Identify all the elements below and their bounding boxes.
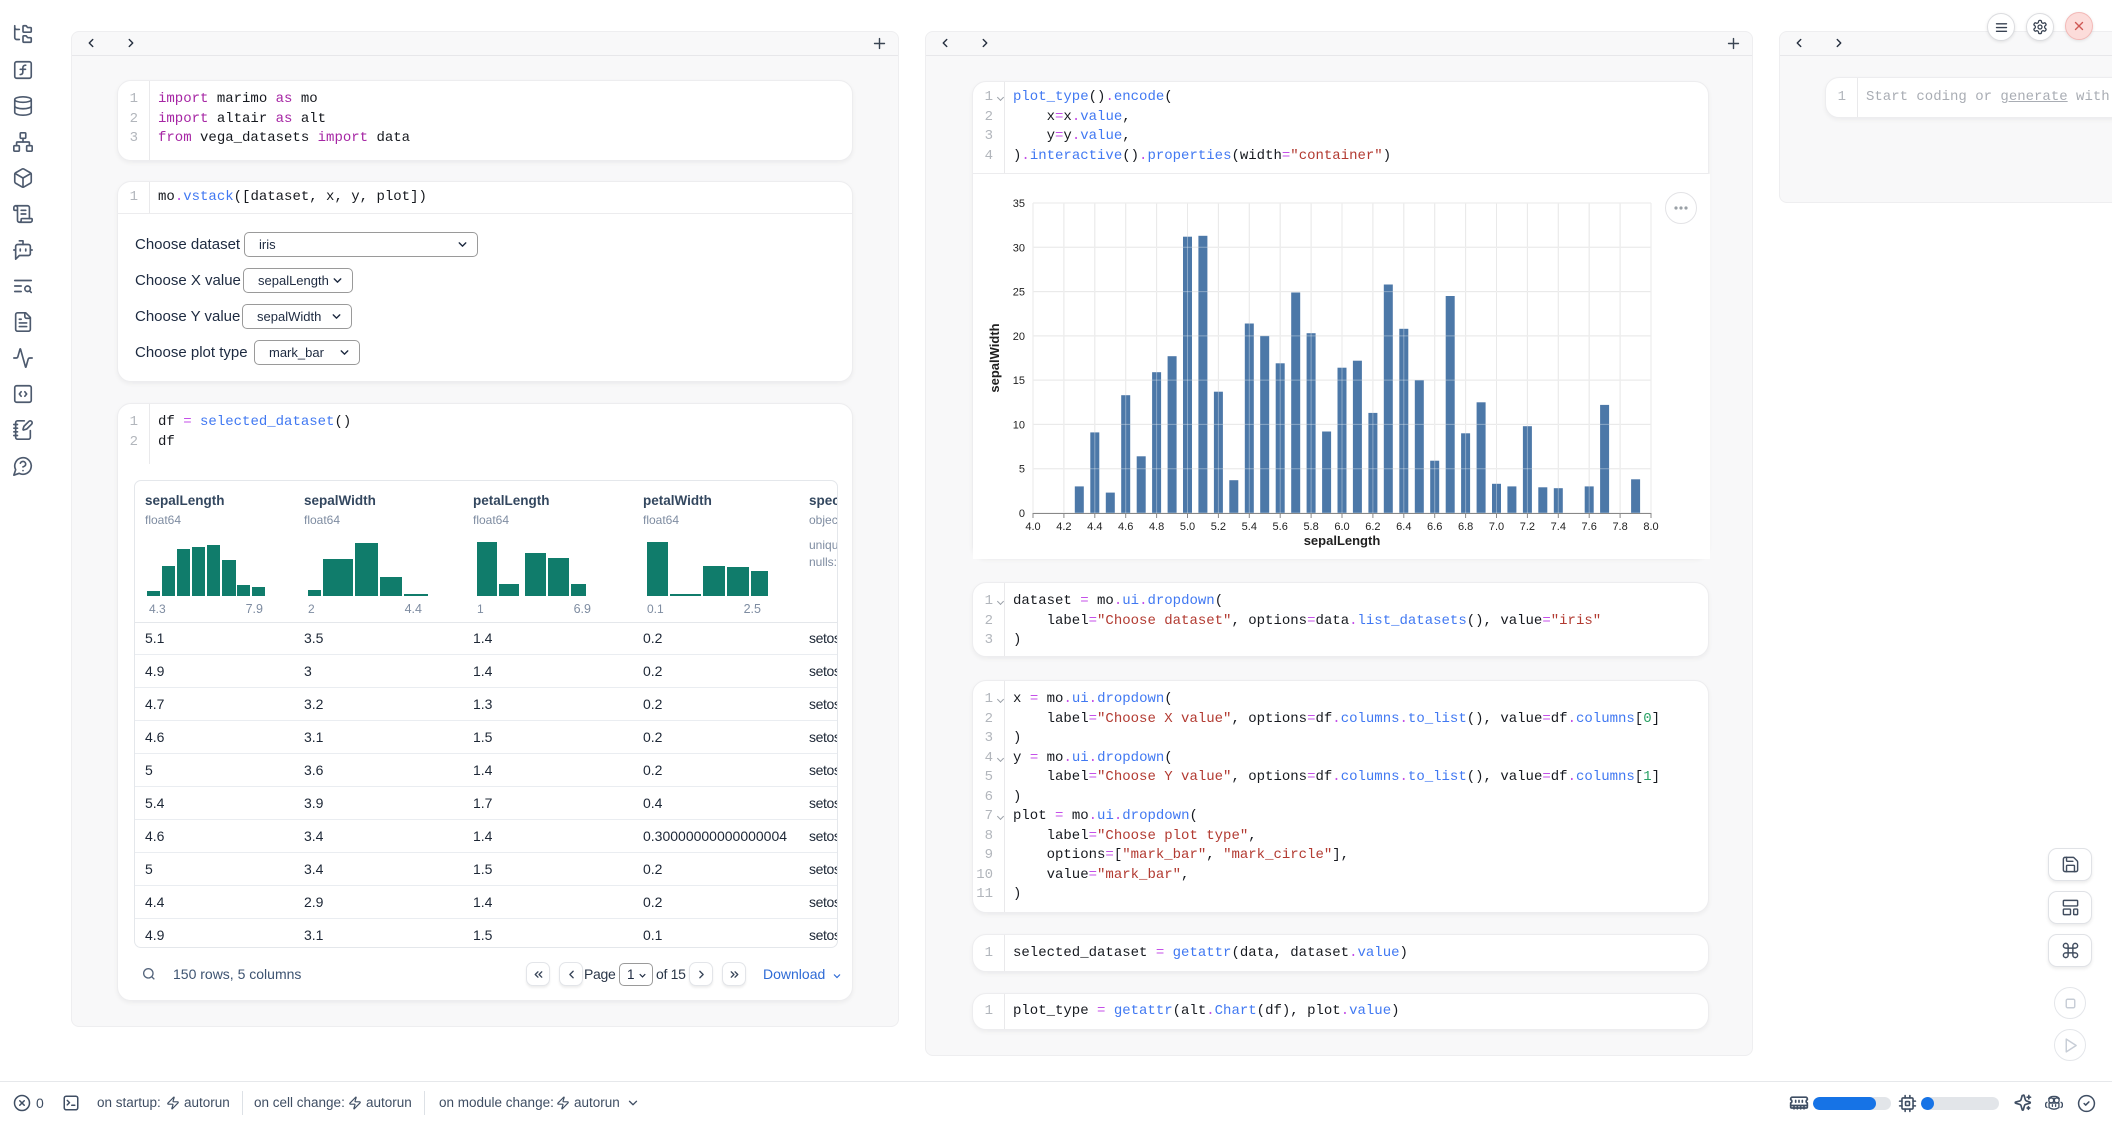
svg-text:sepalLength: sepalLength [1304, 533, 1381, 548]
svg-text:6.8: 6.8 [1458, 521, 1473, 533]
svg-text:7.8: 7.8 [1612, 521, 1627, 533]
svg-text:6.6: 6.6 [1427, 521, 1442, 533]
svg-text:5.0: 5.0 [1180, 521, 1195, 533]
svg-text:8.0: 8.0 [1643, 521, 1658, 533]
svg-text:6.4: 6.4 [1396, 521, 1411, 533]
svg-text:10: 10 [1013, 419, 1025, 431]
svg-text:5: 5 [1019, 464, 1025, 476]
svg-text:4.2: 4.2 [1056, 521, 1071, 533]
svg-text:15: 15 [1013, 375, 1025, 387]
svg-text:35: 35 [1013, 198, 1025, 210]
svg-text:5.6: 5.6 [1273, 521, 1288, 533]
svg-text:4.6: 4.6 [1118, 521, 1133, 533]
svg-text:7.4: 7.4 [1551, 521, 1566, 533]
svg-text:5.2: 5.2 [1211, 521, 1226, 533]
svg-text:sepalWidth: sepalWidth [987, 323, 1002, 392]
svg-text:0: 0 [1019, 508, 1025, 520]
svg-text:20: 20 [1013, 331, 1025, 343]
svg-text:4.4: 4.4 [1087, 521, 1102, 533]
svg-text:6.2: 6.2 [1365, 521, 1380, 533]
svg-text:30: 30 [1013, 242, 1025, 254]
svg-text:5.4: 5.4 [1242, 521, 1257, 533]
svg-text:6.0: 6.0 [1334, 521, 1349, 533]
svg-text:7.2: 7.2 [1520, 521, 1535, 533]
svg-text:4.8: 4.8 [1149, 521, 1164, 533]
svg-text:7.0: 7.0 [1489, 521, 1504, 533]
svg-text:25: 25 [1013, 287, 1025, 299]
svg-text:7.6: 7.6 [1582, 521, 1597, 533]
svg-text:5.8: 5.8 [1303, 521, 1318, 533]
svg-text:4.0: 4.0 [1025, 521, 1040, 533]
